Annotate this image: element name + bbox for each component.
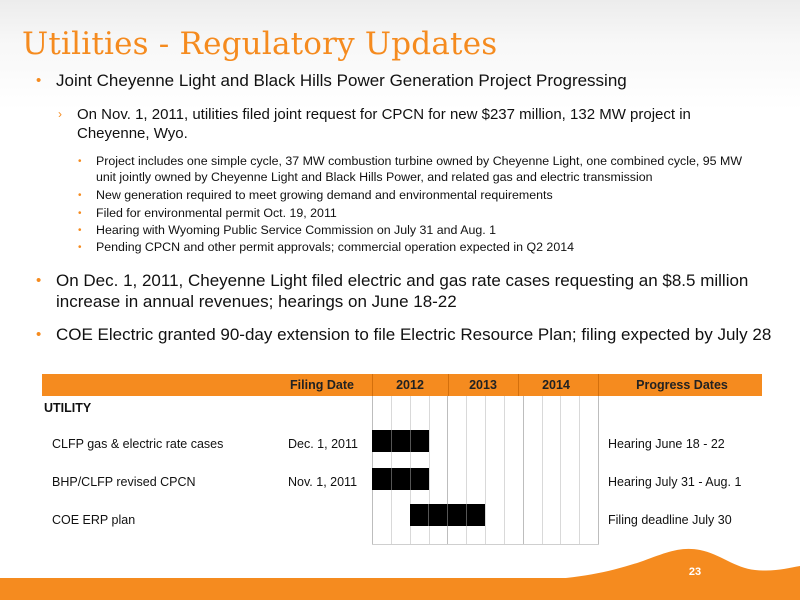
detail-bullet-text: Filed for environmental permit Oct. 19, … xyxy=(96,206,337,220)
grid-column-line xyxy=(485,396,486,544)
grid-column-line xyxy=(560,396,562,544)
detail-bullet: • Filed for environmental permit Oct. 19… xyxy=(78,206,758,222)
row-progress-date: Hearing June 18 - 22 xyxy=(608,437,725,451)
row-utility-name: BHP/CLFP revised CPCN xyxy=(52,475,196,489)
grid-column-line xyxy=(503,396,505,544)
detail-bullet: • Project includes one simple cycle, 37 … xyxy=(78,154,758,185)
header-divider xyxy=(448,374,449,396)
gantt-bar xyxy=(372,468,429,490)
detail-bullet-text: New generation required to meet growing … xyxy=(96,188,553,202)
grid-column-line xyxy=(598,396,599,544)
footer-bar xyxy=(0,578,800,600)
slide-title: Utilities - Regulatory Updates xyxy=(22,26,498,62)
gantt-bar-segment-line xyxy=(409,430,411,452)
footer-wave-decoration xyxy=(540,548,800,580)
header-divider xyxy=(518,374,519,396)
bullet-text: COE Electric granted 90-day extension to… xyxy=(56,325,772,344)
detail-bullet: • New generation required to meet growin… xyxy=(78,188,758,204)
grid-column-line xyxy=(541,396,543,544)
header-progress-dates: Progress Dates xyxy=(636,378,728,392)
grid-column-line xyxy=(522,396,524,544)
header-year-2013: 2013 xyxy=(469,378,497,392)
bullet-dot-icon: • xyxy=(78,190,82,201)
bullet-rate-cases: • On Dec. 1, 2011, Cheyenne Light filed … xyxy=(36,270,776,312)
bullet-text: Joint Cheyenne Light and Black Hills Pow… xyxy=(56,71,627,90)
gantt-timeline-grid xyxy=(372,396,599,545)
bullet-dot-icon: • xyxy=(78,242,82,253)
detail-bullet-text: Project includes one simple cycle, 37 MW… xyxy=(96,154,743,184)
arrow-bullet-icon: › xyxy=(58,107,62,121)
detail-bullet-text: Pending CPCN and other permit approvals;… xyxy=(96,240,574,254)
bullet-generation-project: • Joint Cheyenne Light and Black Hills P… xyxy=(36,70,776,91)
header-divider xyxy=(598,374,599,396)
gantt-bar xyxy=(372,430,429,452)
gantt-bar-segment-line xyxy=(466,504,468,526)
gantt-bar-segment-line xyxy=(447,504,449,526)
detail-bullet: • Pending CPCN and other permit approval… xyxy=(78,240,758,256)
bullet-erp-extension: • COE Electric granted 90-day extension … xyxy=(36,324,776,345)
grid-column-line xyxy=(579,396,581,544)
row-progress-date: Filing deadline July 30 xyxy=(608,513,732,527)
row-progress-date: Hearing July 31 - Aug. 1 xyxy=(608,475,742,489)
row-filing-date: Dec. 1, 2011 xyxy=(288,437,358,451)
row-utility-name: CLFP gas & electric rate cases xyxy=(52,437,224,451)
gantt-bar-segment-line xyxy=(409,468,411,490)
header-year-2014: 2014 xyxy=(542,378,570,392)
bullet-text: On Dec. 1, 2011, Cheyenne Light filed el… xyxy=(56,271,749,311)
bullet-dot-icon: • xyxy=(78,208,82,219)
grid-column-line xyxy=(428,396,430,544)
bullet-dot-icon: • xyxy=(36,326,42,343)
grid-column-line xyxy=(447,396,449,544)
bullet-dot-icon: • xyxy=(36,272,42,289)
detail-bullet-text: Hearing with Wyoming Public Service Comm… xyxy=(96,223,497,237)
page-number: 23 xyxy=(688,566,702,578)
gantt-bar-segment-line xyxy=(390,468,392,490)
row-filing-date: Nov. 1, 2011 xyxy=(288,475,358,489)
bullet-dot-icon: • xyxy=(36,72,42,89)
gantt-bar-segment-line xyxy=(428,504,430,526)
gantt-bar xyxy=(409,504,485,526)
sub-bullet-text: On Nov. 1, 2011, utilities filed joint r… xyxy=(77,106,691,142)
header-divider xyxy=(372,374,373,396)
gantt-bar-segment-line xyxy=(390,430,392,452)
header-year-2012: 2012 xyxy=(396,378,424,392)
bullet-dot-icon: • xyxy=(78,156,82,167)
bullet-dot-icon: • xyxy=(78,225,82,236)
grid-column-line xyxy=(466,396,468,544)
detail-bullet: • Hearing with Wyoming Public Service Co… xyxy=(78,223,758,239)
sub-bullet-cpcn-request: › On Nov. 1, 2011, utilities filed joint… xyxy=(58,105,738,143)
header-filing-date: Filing Date xyxy=(290,378,354,392)
gantt-header-row: Filing Date 2012 2013 2014 Progress Date… xyxy=(42,374,762,396)
row-utility-name: COE ERP plan xyxy=(52,513,136,527)
utility-column-label: UTILITY xyxy=(44,401,92,415)
